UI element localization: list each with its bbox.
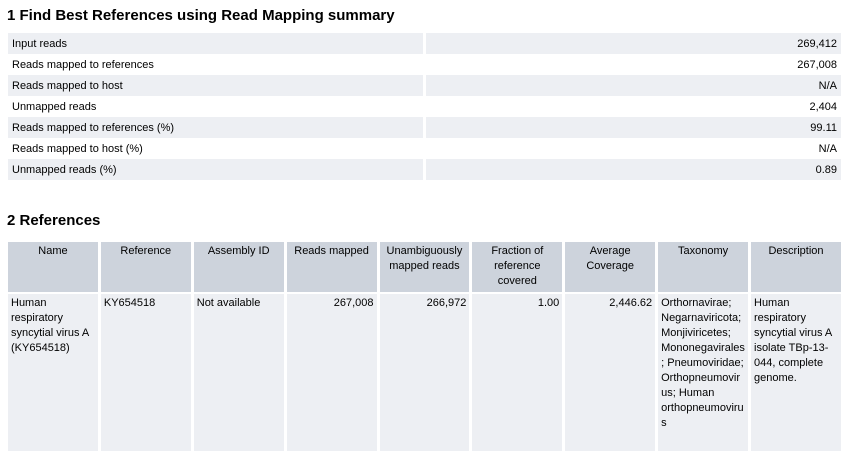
column-header-assembly-id: Assembly ID <box>193 242 284 292</box>
summary-label: Unmapped reads <box>8 96 423 117</box>
summary-label: Reads mapped to references <box>8 54 423 75</box>
read-mapping-summary-table: Input reads 269,412 Reads mapped to refe… <box>5 33 844 180</box>
summary-value: 2,404 <box>426 96 841 117</box>
summary-value: 0.89 <box>426 159 841 180</box>
references-table: Name Reference Assembly ID Reads mapped … <box>5 240 844 453</box>
cell-name: Human respiratory syncytial virus A (KY6… <box>8 294 98 451</box>
cell-reference: KY654518 <box>100 294 191 451</box>
cell-description: Human respiratory syncytial virus A isol… <box>751 294 841 451</box>
cell-taxonomy: Orthornavirae; Negarnaviricota; Monjivir… <box>658 294 748 451</box>
column-header-unambiguously-mapped-reads: Unambiguously mapped reads <box>379 242 470 292</box>
column-header-name: Name <box>8 242 98 292</box>
summary-label: Reads mapped to host (%) <box>8 138 423 159</box>
column-header-reads-mapped: Reads mapped <box>286 242 377 292</box>
summary-value: N/A <box>426 138 841 159</box>
column-header-fraction-of-reference-covered: Fraction of reference covered <box>472 242 563 292</box>
section2-title: 2 References <box>7 212 101 229</box>
cell-reads-mapped: 267,008 <box>286 294 377 451</box>
summary-label: Unmapped reads (%) <box>8 159 423 180</box>
cell-unambiguously-mapped-reads: 266,972 <box>379 294 470 451</box>
column-header-average-coverage: Average Coverage <box>565 242 656 292</box>
references-header-row: Name Reference Assembly ID Reads mapped … <box>8 242 841 292</box>
summary-value: 267,008 <box>426 54 841 75</box>
cell-assembly-id: Not available <box>193 294 284 451</box>
summary-value: 99.11 <box>426 117 841 138</box>
summary-value: 269,412 <box>426 33 841 54</box>
summary-row: Reads mapped to host N/A <box>8 75 841 96</box>
cell-fraction-of-reference-covered: 1.00 <box>472 294 563 451</box>
cell-average-coverage: 2,446.62 <box>565 294 656 451</box>
summary-label: Reads mapped to host <box>8 75 423 96</box>
column-header-description: Description <box>751 242 841 292</box>
summary-row: Input reads 269,412 <box>8 33 841 54</box>
column-header-taxonomy: Taxonomy <box>658 242 748 292</box>
summary-value: N/A <box>426 75 841 96</box>
reference-data-row: Human respiratory syncytial virus A (KY6… <box>8 294 841 451</box>
summary-row: Reads mapped to host (%) N/A <box>8 138 841 159</box>
summary-row: Reads mapped to references 267,008 <box>8 54 841 75</box>
summary-row: Unmapped reads 2,404 <box>8 96 841 117</box>
section1-title: 1 Find Best References using Read Mappin… <box>7 7 395 24</box>
summary-label: Input reads <box>8 33 423 54</box>
summary-label: Reads mapped to references (%) <box>8 117 423 138</box>
column-header-reference: Reference <box>100 242 191 292</box>
summary-row: Reads mapped to references (%) 99.11 <box>8 117 841 138</box>
summary-row: Unmapped reads (%) 0.89 <box>8 159 841 180</box>
